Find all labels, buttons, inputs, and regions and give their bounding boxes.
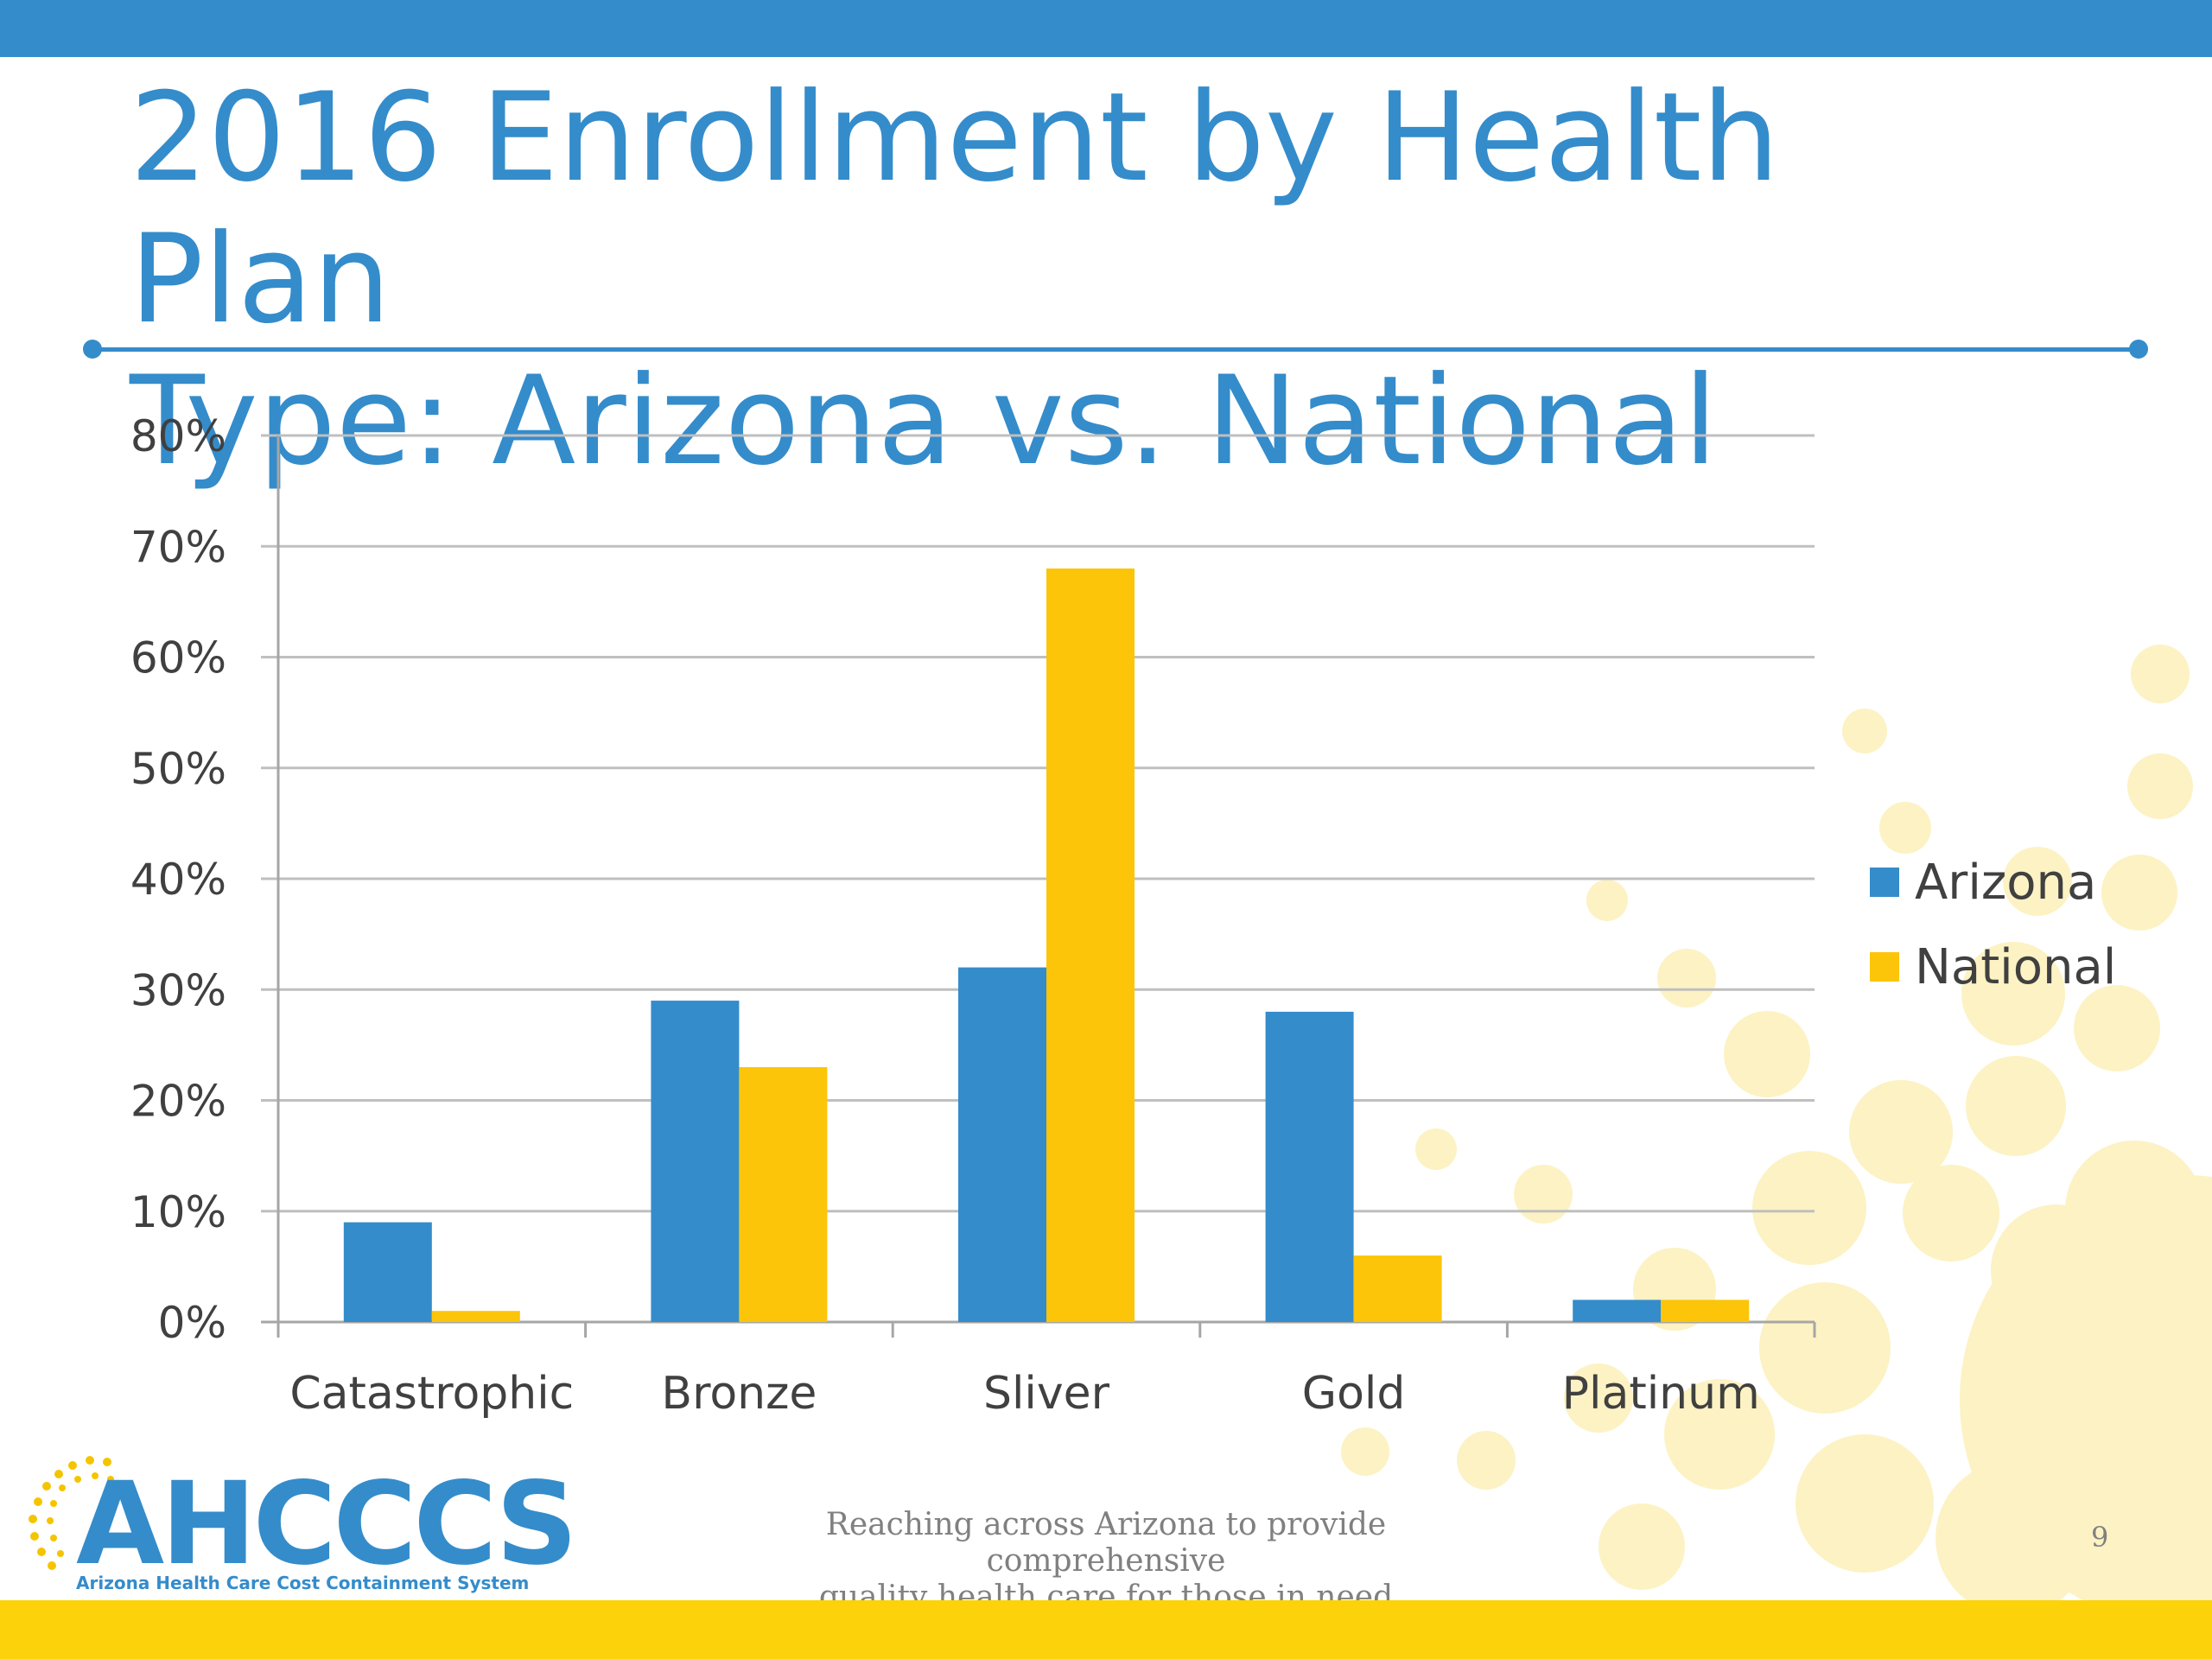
legend-item-arizona: Arizona (1870, 840, 2116, 925)
bottom-accent-bar (0, 1600, 2212, 1659)
legend-swatch-national (1870, 952, 1899, 982)
chart-legend: Arizona National (1870, 840, 2116, 1009)
y-tick-label-0: 0% (158, 1298, 226, 1348)
y-tick-label-50: 50% (130, 744, 226, 794)
title-divider (90, 347, 2139, 352)
footer-tagline-line1: Reaching across Arizona to provide compr… (825, 1507, 1387, 1579)
bar-national-bronze (739, 1067, 828, 1322)
bar-national-catastrophic (431, 1311, 520, 1322)
y-tick-label-40: 40% (130, 855, 226, 905)
x-tick-label-sliver: Sliver (983, 1368, 1110, 1420)
bar-national-sliver (1046, 568, 1135, 1322)
x-tick-label-gold: Gold (1302, 1368, 1406, 1420)
bar-arizona-gold (1265, 1011, 1354, 1322)
x-tick-label-bronze: Bronze (661, 1368, 817, 1420)
legend-label-arizona: Arizona (1915, 854, 2097, 911)
bar-national-gold (1353, 1255, 1442, 1322)
bar-arizona-sliver (958, 967, 1046, 1322)
bar-arizona-platinum (1573, 1300, 1662, 1322)
slide-title: 2016 Enrollment by Health Plan Type: Ari… (130, 67, 2031, 493)
legend-item-national: National (1870, 925, 2116, 1009)
y-tick-label-20: 20% (130, 1077, 226, 1127)
y-tick-label-80: 80% (130, 411, 226, 461)
top-accent-bar (0, 0, 2212, 57)
legend-label-national: National (1915, 938, 2117, 995)
bar-arizona-catastrophic (343, 1222, 432, 1322)
slide-title-line2: Type: Arizona vs. National (130, 350, 1718, 493)
logo-wordmark: AHCCCS (76, 1458, 578, 1591)
divider-left-dot (83, 340, 102, 359)
legend-swatch-arizona (1870, 868, 1899, 897)
bar-arizona-bronze (651, 1001, 740, 1322)
page-number: 9 (2091, 1521, 2109, 1554)
x-tick-label-platinum: Platinum (1562, 1368, 1760, 1420)
y-tick-label-70: 70% (130, 522, 226, 572)
x-tick-label-catastrophic: Catastrophic (289, 1368, 574, 1420)
slide-title-line1: 2016 Enrollment by Health Plan (130, 67, 1780, 351)
y-tick-label-10: 10% (130, 1187, 226, 1237)
y-tick-label-30: 30% (130, 965, 226, 1015)
logo-subtitle: Arizona Health Care Cost Containment Sys… (76, 1573, 530, 1593)
divider-right-dot (2129, 340, 2148, 359)
ahcccs-sun-logo-icon (29, 1456, 114, 1570)
bar-national-platinum (1661, 1300, 1750, 1322)
y-tick-label-60: 60% (130, 633, 226, 683)
